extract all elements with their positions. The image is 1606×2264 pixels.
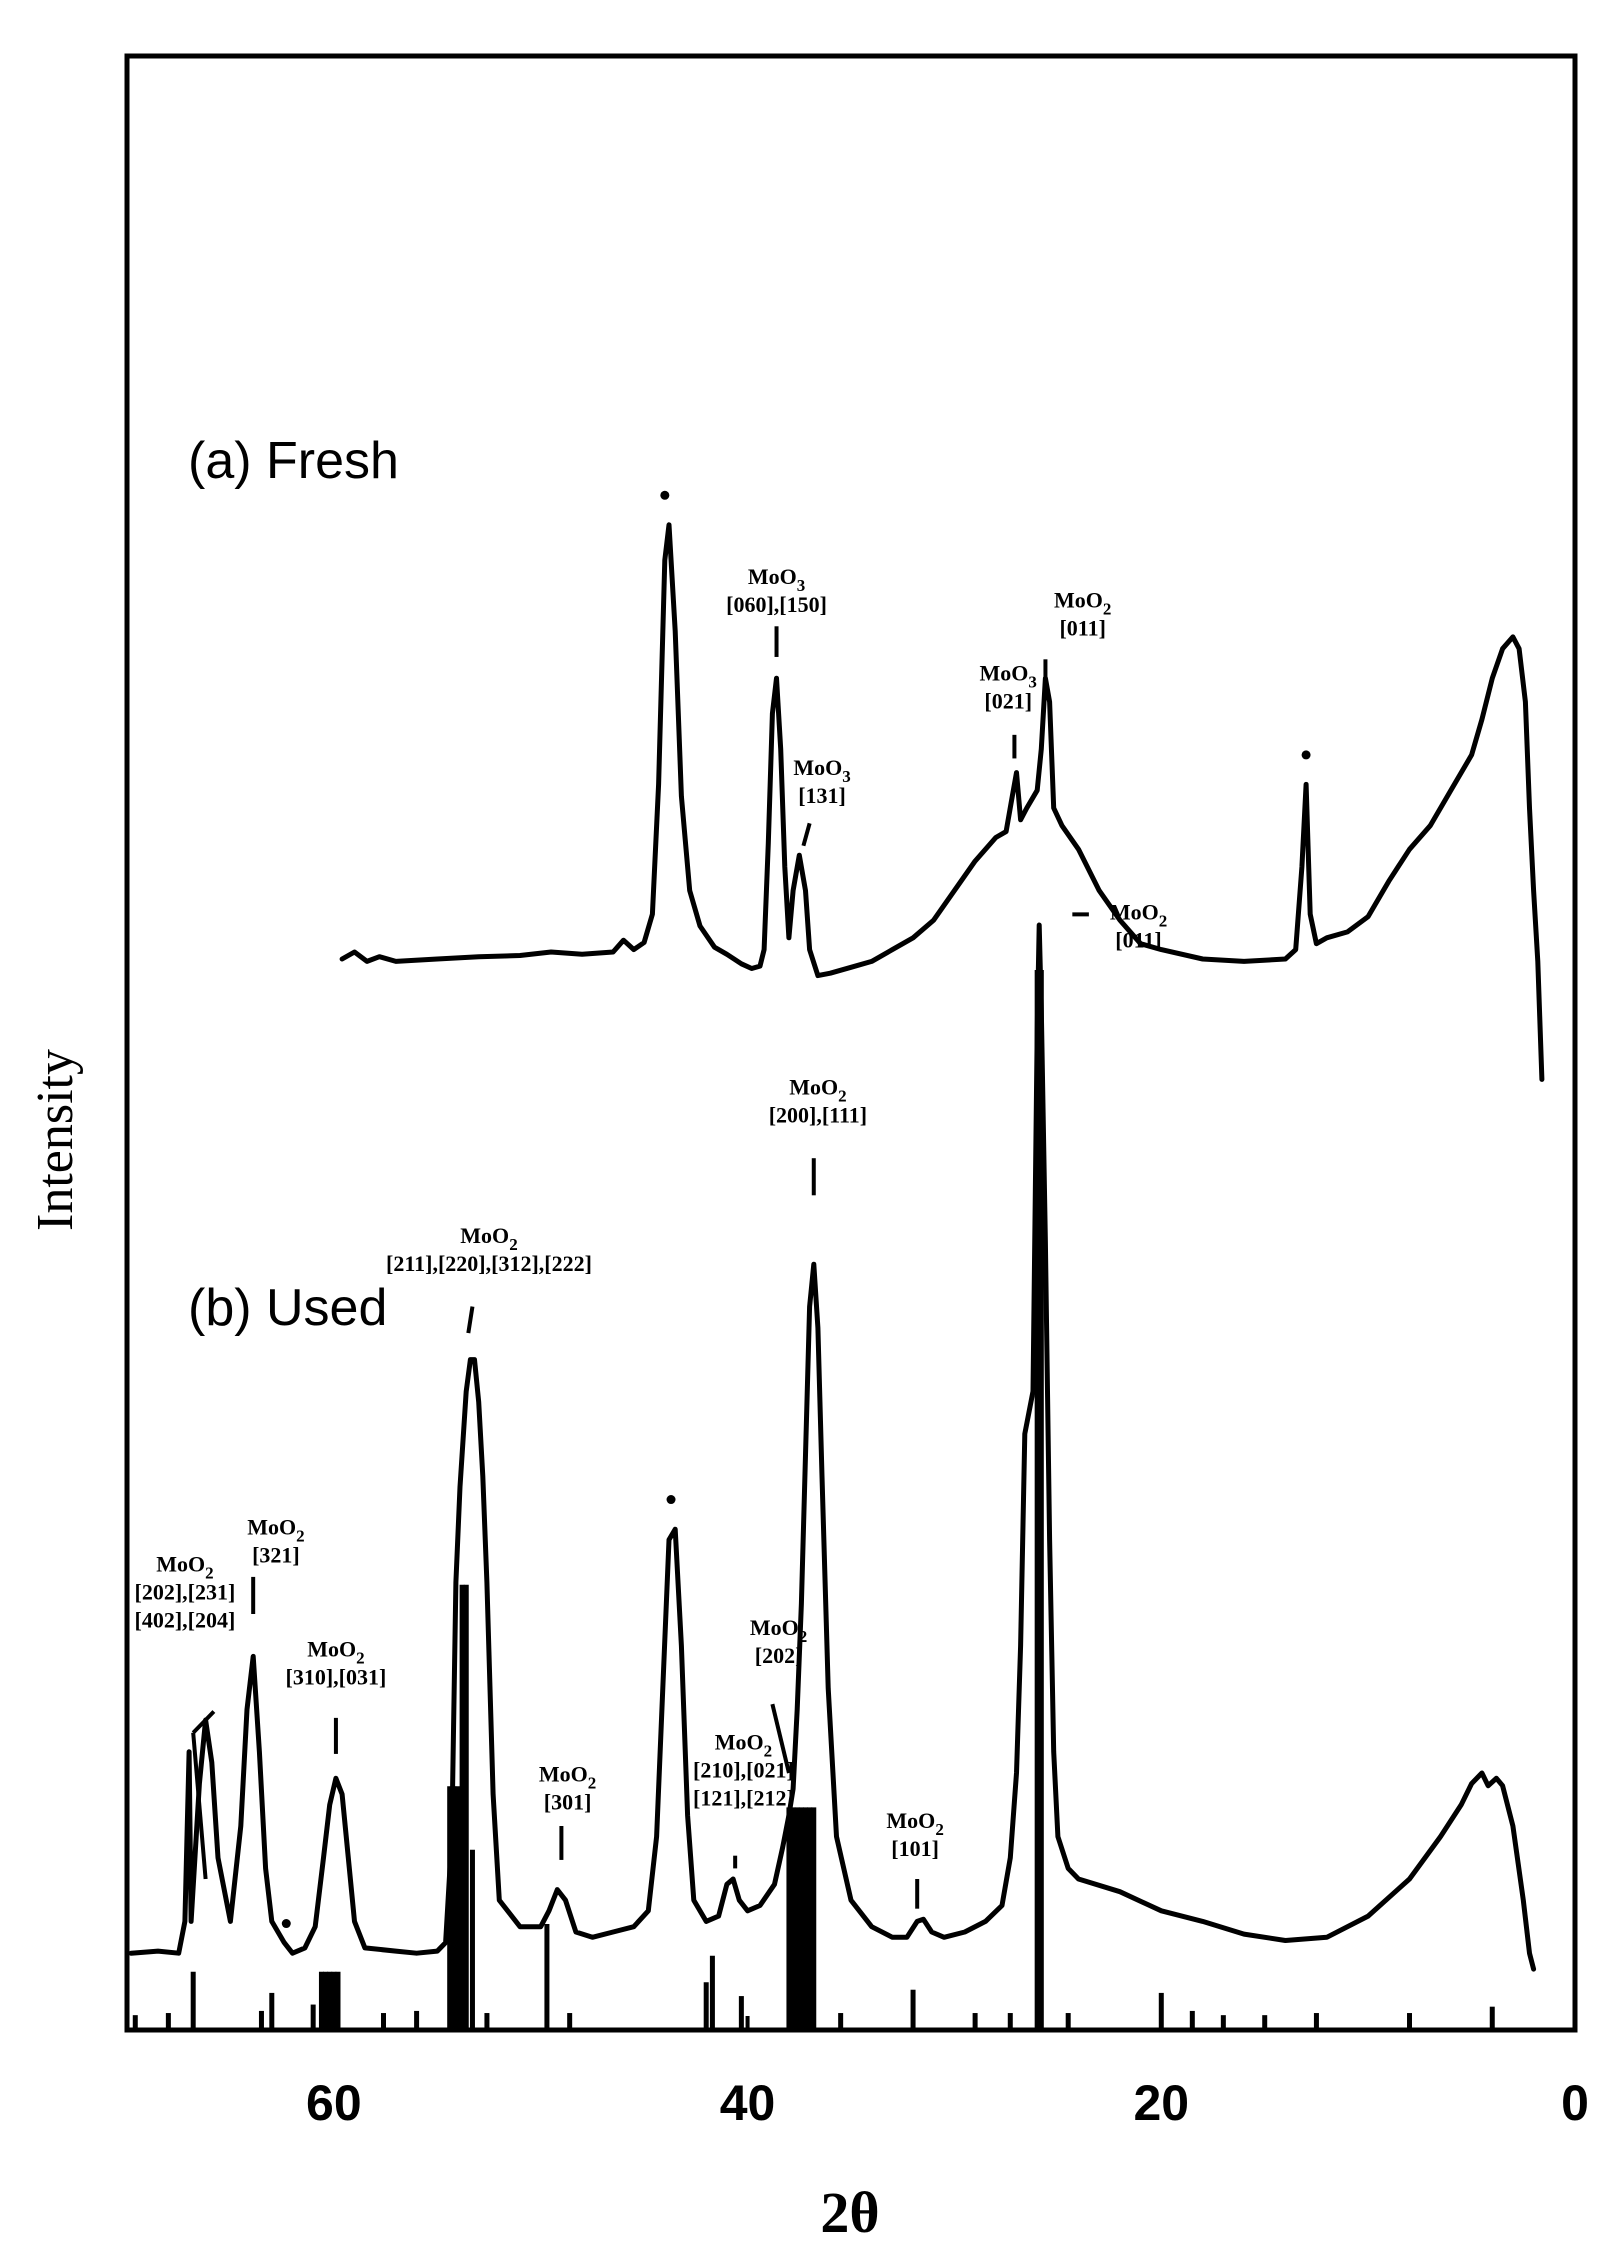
annotation-b-moo2-202-231: MoO2[202],[231] [402],[204] (135, 1552, 236, 1880)
plot-frame (124, 53, 1578, 2033)
annotation-text: [301] (544, 1789, 592, 1814)
annotation-text: MoO2 (1110, 900, 1167, 931)
annotation-text: MoO2 (307, 1636, 364, 1667)
annotation-leader (801, 822, 812, 847)
annotation-text: MoO2 (460, 1223, 517, 1254)
annotation-text: MoO2 (156, 1552, 213, 1583)
annotation-text: [200],[111] (769, 1103, 867, 1128)
peak-dot-1 (1301, 750, 1311, 760)
peak-dot-markers (281, 490, 1311, 1929)
annotation-leader (770, 1703, 791, 1774)
series-line-used (128, 922, 1537, 1972)
x-tick-label: 40 (720, 2075, 776, 2131)
annotation-text: MoO3 (748, 564, 805, 595)
annotation-text: [101] (891, 1836, 939, 1861)
series-label-used: (b) Used (188, 1279, 387, 1337)
x-axis-label: 2θ (820, 2180, 879, 2245)
annotation-b-moo2-200: MoO2[200],[111] (769, 1075, 867, 1196)
annotation-text: [011] (1059, 615, 1105, 640)
x-tick-label: 0 (1561, 2075, 1589, 2131)
annotation-text: [131] (798, 783, 846, 808)
reference-lines (132, 970, 1495, 2030)
annotation-a-moo3-021: MoO3[021] (980, 661, 1037, 759)
annotation-b-moo2-210: MoO2[210],[021] [121],[212] (693, 1730, 794, 1869)
annotation-text: [011] (1115, 928, 1161, 953)
annotation-text: [060],[150] (726, 592, 827, 617)
annotation-text: [402],[204] (135, 1608, 236, 1633)
annotation-a-moo3-060: MoO3[060],[150] (726, 564, 827, 657)
annotation-text: MoO3 (793, 755, 850, 786)
annotation-b-moo2-202: MoO2[202] (750, 1615, 807, 1774)
annotation-text: [321] (252, 1543, 300, 1568)
annotation-text: [211],[220],[312],[222] (386, 1251, 592, 1276)
annotation-b-moo2-211: MoO2[211],[220],[312],[222] (386, 1223, 592, 1334)
annotation-text: MoO2 (1054, 587, 1111, 618)
x-tick-label: 60 (306, 2075, 362, 2131)
annotation-a-moo3-131: MoO3[131] (793, 755, 851, 847)
series-line-fresh (339, 522, 1545, 1082)
annotation-text: MoO2 (247, 1515, 304, 1546)
y-axis-label: Intensity (27, 1049, 84, 1231)
annotation-text: MoO2 (886, 1808, 943, 1839)
x-axis: 60 40 20 0 (306, 2016, 1589, 2131)
peak-dot-2 (666, 1495, 676, 1505)
peak-dot-0 (660, 490, 670, 500)
peak-annotations: MoO3[060],[150]MoO3[131]MoO3[021]MoO2[01… (135, 564, 1167, 1909)
annotation-text: [210],[021] (693, 1758, 794, 1783)
annotation-text: [021] (984, 689, 1032, 714)
annotation-a-moo2-011: MoO2[011] (1043, 587, 1111, 688)
series-label-fresh: (a) Fresh (188, 432, 399, 490)
annotation-text: [202] (755, 1643, 803, 1668)
annotation-leader (191, 1732, 208, 1880)
x-tick-label: 20 (1133, 2075, 1189, 2131)
annotation-text: MoO2 (715, 1730, 772, 1761)
annotation-b-moo2-011: MoO2[011] (1072, 900, 1167, 953)
annotation-text: MoO3 (980, 661, 1037, 692)
annotation-text: MoO2 (539, 1761, 596, 1792)
annotation-b-moo2-321: MoO2[321] (247, 1515, 305, 1614)
annotation-text: [121],[212] (693, 1786, 794, 1811)
annotation-text: [310],[031] (286, 1664, 387, 1689)
annotation-text: MoO2 (789, 1075, 846, 1106)
annotation-b-moo2-101: MoO2[101] (886, 1808, 944, 1909)
annotation-b-moo2-310: MoO2[310],[031] (286, 1636, 387, 1754)
annotation-text: MoO2 (750, 1615, 807, 1646)
annotation-text: [202],[231] (135, 1580, 236, 1605)
annotation-leader (191, 1710, 216, 1735)
series-layer (128, 522, 1545, 1972)
peak-dot-3 (281, 1919, 291, 1929)
annotation-b-moo2-301: MoO2[301] (539, 1761, 596, 1860)
annotation-leader (466, 1306, 475, 1334)
